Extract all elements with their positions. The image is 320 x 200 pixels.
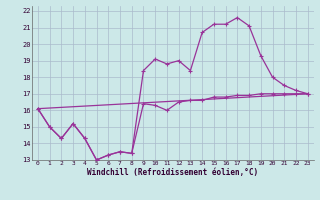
X-axis label: Windchill (Refroidissement éolien,°C): Windchill (Refroidissement éolien,°C): [87, 168, 258, 177]
